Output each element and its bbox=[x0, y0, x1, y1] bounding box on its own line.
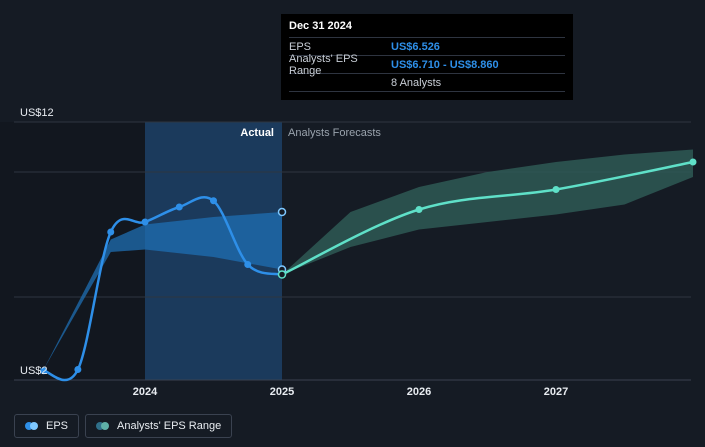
tooltip-marker-0 bbox=[277, 207, 287, 217]
eps-line bbox=[43, 195, 283, 382]
eps-dot-icon bbox=[25, 422, 39, 430]
tooltip-range-value: US$6.710 - US$8.860 bbox=[391, 58, 499, 71]
y-min-label: US$2 bbox=[20, 365, 48, 377]
tooltip-eps-value: US$6.526 bbox=[391, 40, 440, 53]
tooltip-range-key: Analysts' EPS Range bbox=[289, 52, 358, 77]
x-tick-2027: 2027 bbox=[544, 386, 568, 398]
x-tick-2024: 2024 bbox=[133, 386, 158, 398]
eps-point-0 bbox=[40, 367, 48, 375]
forecast-point-2 bbox=[552, 186, 560, 193]
range-dot-icon bbox=[96, 422, 110, 430]
eps-forecast-line bbox=[281, 160, 694, 276]
tooltip-row-eps: EPS US$6.526 bbox=[289, 37, 565, 55]
x-tick-2026: 2026 bbox=[407, 386, 431, 398]
legend-eps[interactable]: EPS bbox=[14, 414, 80, 438]
eps-point-5 bbox=[210, 197, 217, 205]
forecast-label: Analysts Forecasts bbox=[288, 127, 381, 139]
forecast-start-marker bbox=[277, 270, 287, 279]
legend: EPS Analysts' EPS Range bbox=[14, 414, 233, 438]
legend-eps-label: EPS bbox=[46, 420, 69, 432]
eps-point-2 bbox=[107, 228, 115, 236]
tooltip-eps-key: EPS bbox=[289, 40, 312, 53]
eps-point-1 bbox=[74, 366, 82, 373]
tooltip-date: Dec 31 2024 bbox=[289, 20, 352, 32]
tooltip-row-analysts: 8 Analysts bbox=[289, 73, 565, 92]
tooltip-row-range: Analysts' EPS Range US$6.710 - US$8.860 bbox=[289, 53, 565, 77]
actual-label: Actual bbox=[240, 127, 274, 139]
legend-range-label: Analysts' EPS Range bbox=[117, 420, 222, 432]
y-max-label: US$12 bbox=[20, 107, 54, 119]
actual-eps-range-band bbox=[43, 212, 282, 370]
forecast-eps-range-band bbox=[282, 149, 693, 275]
legend-range[interactable]: Analysts' EPS Range bbox=[85, 414, 233, 438]
tooltip: Dec 31 2024 EPS US$6.526 Analysts' EPS R… bbox=[281, 14, 573, 100]
forecast-point-3 bbox=[689, 158, 697, 166]
eps-point-3 bbox=[141, 218, 149, 226]
eps-point-6 bbox=[244, 261, 252, 268]
tooltip-analysts-value: 8 Analysts bbox=[391, 76, 442, 89]
eps-point-4 bbox=[175, 203, 183, 211]
forecast-point-1 bbox=[415, 206, 423, 213]
x-tick-2025: 2025 bbox=[270, 386, 294, 398]
